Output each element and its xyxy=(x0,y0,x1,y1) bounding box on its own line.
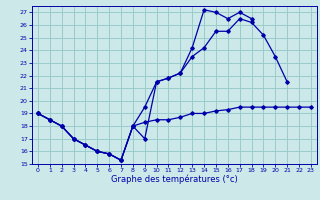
X-axis label: Graphe des températures (°c): Graphe des températures (°c) xyxy=(111,175,238,184)
